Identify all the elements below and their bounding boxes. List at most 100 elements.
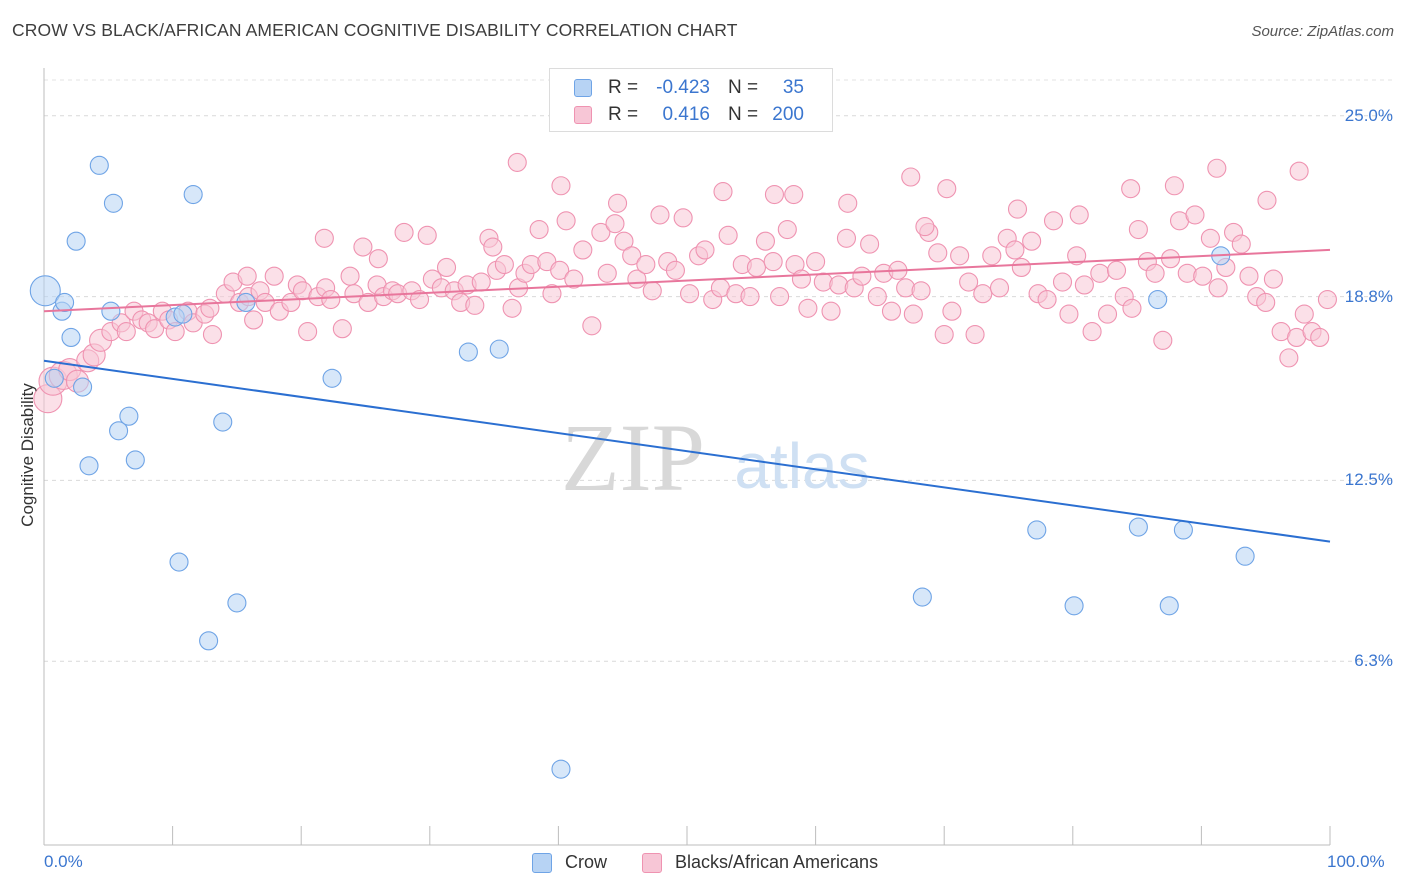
black-point: [713, 182, 733, 202]
black-point: [622, 246, 642, 266]
x-tick-max: 100.0%: [1327, 852, 1385, 871]
crow-n-label: N =: [728, 77, 759, 98]
black-point: [665, 260, 685, 280]
black-point: [321, 289, 341, 310]
black-point: [1193, 266, 1213, 286]
black-point: [680, 284, 700, 304]
crow-point: [1235, 546, 1255, 566]
legend-crow-swatch: [532, 853, 552, 873]
crow-point: [55, 292, 75, 312]
black-point: [202, 324, 223, 345]
black-point: [1239, 266, 1259, 286]
black-point: [507, 152, 527, 172]
black-point: [1263, 269, 1283, 289]
black-point: [915, 217, 935, 237]
x-tick-min: 0.0%: [44, 852, 83, 871]
black-point: [1128, 219, 1148, 240]
black-point: [1090, 263, 1110, 283]
black-point: [1052, 272, 1073, 292]
black-swatch: [574, 106, 592, 124]
crow-point: [101, 301, 121, 321]
black-point: [764, 184, 784, 205]
black-point: [417, 225, 437, 245]
black-point: [1208, 278, 1228, 298]
black-point: [965, 324, 985, 345]
black-point: [237, 266, 257, 286]
crow-point: [109, 421, 129, 441]
black-point: [881, 301, 902, 321]
watermark-atlas: atlas: [734, 430, 869, 502]
legend-black-swatch: [642, 853, 662, 873]
black-point: [1177, 263, 1197, 283]
crow-point: [29, 275, 61, 307]
series-legend: Crow Blacks/African Americans: [0, 852, 1406, 878]
black-point: [550, 260, 570, 280]
chart-title: CROW VS BLACK/AFRICAN AMERICAN COGNITIVE…: [12, 20, 738, 40]
crow-r-value: -0.423: [656, 77, 710, 98]
crow-r-label: R =: [608, 77, 639, 98]
black-point: [1257, 190, 1277, 210]
crow-point: [1173, 520, 1193, 540]
black-point: [1067, 246, 1087, 266]
black-trend-line: [43, 248, 1331, 313]
trend-lines: [43, 248, 1331, 543]
crow-point: [912, 587, 932, 607]
crow-point: [1159, 596, 1179, 616]
black-point: [353, 237, 373, 257]
black-point: [591, 222, 611, 242]
black-point: [942, 301, 962, 321]
crow-point: [199, 631, 219, 651]
black-point: [746, 257, 766, 277]
black-point: [695, 240, 715, 260]
crow-point: [1148, 289, 1168, 310]
black-point: [556, 211, 576, 231]
black-n-label: N =: [728, 104, 759, 125]
black-r-label: R =: [608, 104, 639, 125]
black-point: [1207, 158, 1227, 178]
black-point: [116, 322, 136, 342]
legend-black-label: Blacks/African Americans: [675, 852, 879, 872]
black-point: [959, 272, 979, 292]
black-point: [860, 234, 880, 254]
black-point: [903, 304, 923, 324]
black-point: [1185, 205, 1205, 225]
black-point: [777, 219, 797, 240]
black-point: [650, 205, 670, 225]
crow-point: [103, 193, 123, 213]
black-point: [989, 278, 1010, 298]
legend-crow-label: Crow: [565, 852, 608, 872]
crow-point: [73, 377, 93, 397]
black-point: [1145, 263, 1165, 283]
crow-point: [119, 406, 139, 426]
black-point: [436, 257, 457, 277]
black-point: [836, 228, 857, 248]
black-point: [471, 272, 491, 292]
black-point: [1074, 275, 1094, 295]
black-point: [344, 284, 364, 304]
y-axis-label: Cognitive Disability: [18, 383, 37, 527]
black-point: [281, 292, 301, 312]
crow-point: [551, 759, 571, 779]
black-point: [982, 246, 1002, 266]
y-tick-label: 6.3%: [1354, 651, 1393, 671]
axes: [43, 68, 1331, 846]
black-point: [928, 243, 948, 263]
black-point: [901, 167, 921, 187]
black-point: [718, 225, 738, 245]
crow-point: [44, 368, 64, 388]
black-point: [798, 298, 818, 318]
black-point: [605, 214, 625, 234]
black-point: [1164, 176, 1184, 196]
black-point: [298, 322, 318, 342]
black-point: [582, 316, 602, 336]
grid-lines: [44, 79, 1392, 662]
black-point: [494, 254, 514, 275]
black-point: [763, 252, 783, 272]
black-point: [314, 228, 334, 248]
black-point: [521, 254, 541, 275]
black-point: [465, 295, 485, 315]
black-point: [1059, 304, 1079, 324]
correlation-legend: R = -0.423 N = 35 R = 0.416 N = 200: [549, 68, 833, 132]
crow-point: [61, 327, 81, 347]
crow-point: [125, 450, 145, 470]
